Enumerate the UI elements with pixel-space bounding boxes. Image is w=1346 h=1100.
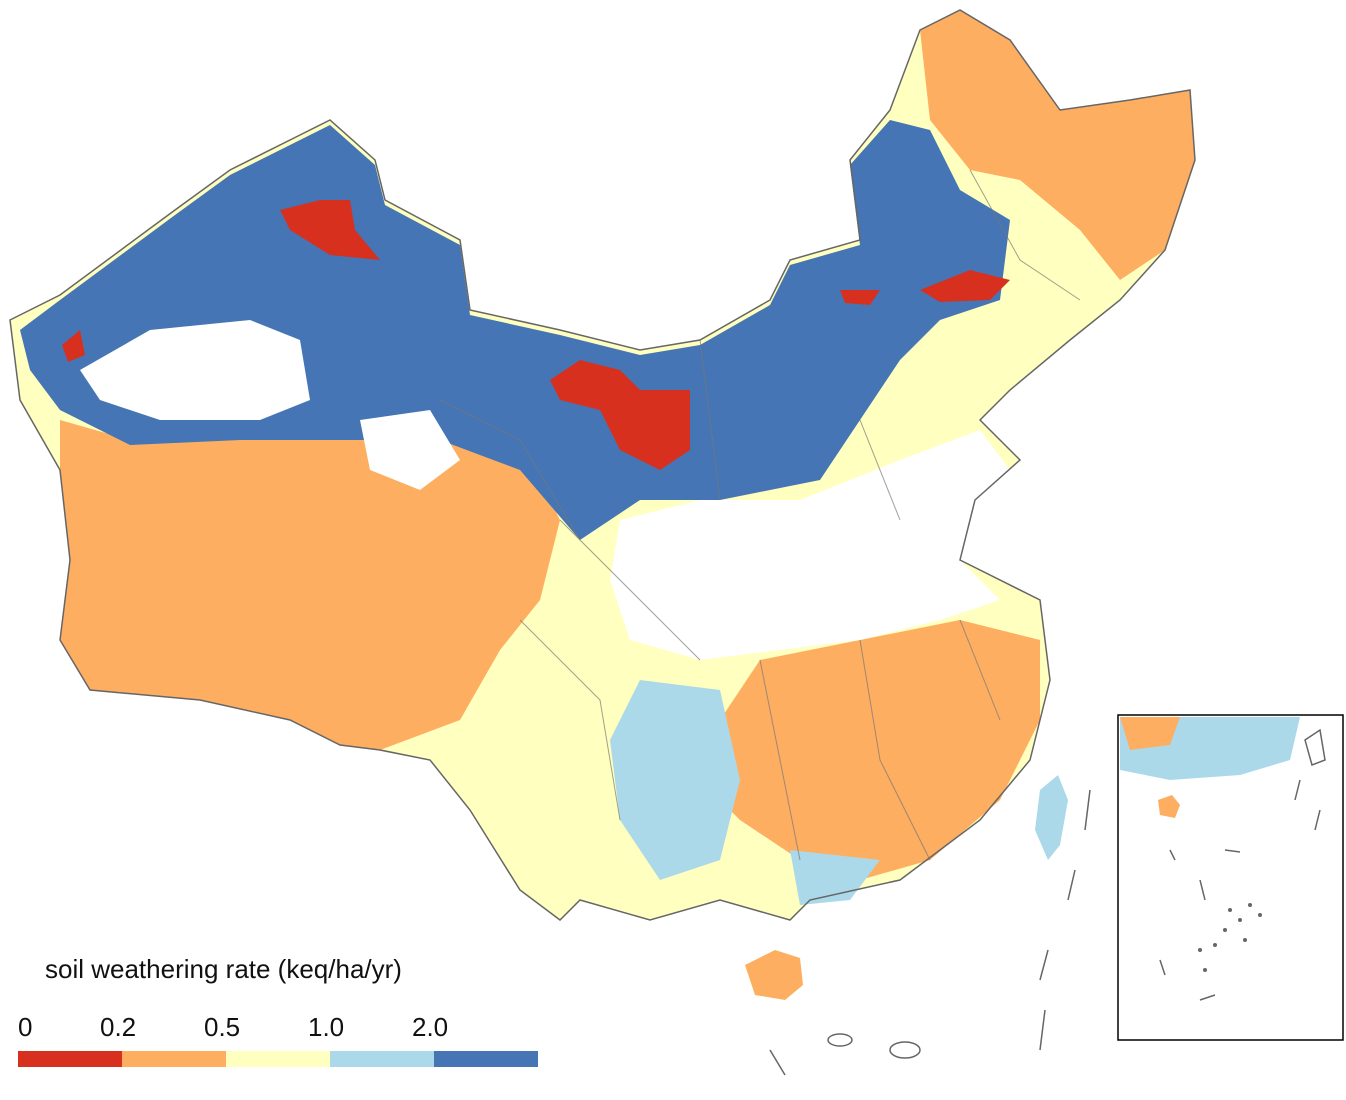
region bbox=[610, 680, 740, 880]
region bbox=[700, 620, 1040, 880]
province-lines bbox=[439, 169, 1081, 861]
legend-swatch bbox=[330, 1051, 434, 1067]
region bbox=[790, 850, 880, 905]
region bbox=[280, 200, 380, 260]
region bbox=[550, 360, 690, 470]
legend-tick-label: 2.0 bbox=[412, 1012, 448, 1042]
legend-title: soil weathering rate (keq/ha/yr) bbox=[45, 954, 402, 984]
region bbox=[60, 400, 560, 750]
region bbox=[20, 120, 1010, 540]
taiwan bbox=[1035, 775, 1068, 860]
land bbox=[9, 9, 1196, 1076]
border bbox=[9, 9, 1196, 921]
legend-swatch bbox=[434, 1051, 538, 1067]
legend-tick-label: 1.0 bbox=[308, 1012, 344, 1042]
basin bbox=[80, 320, 310, 420]
region bbox=[920, 10, 1195, 280]
hainan bbox=[745, 950, 803, 1000]
inset bbox=[1117, 714, 1344, 1041]
legend-swatch bbox=[226, 1051, 330, 1067]
legend-swatch bbox=[122, 1051, 226, 1067]
region bbox=[920, 270, 1010, 302]
legend-tick-label: 0.5 bbox=[204, 1012, 240, 1042]
legend-tick-label: 0 bbox=[18, 1012, 32, 1042]
unclassified-area bbox=[610, 430, 1010, 660]
legend-swatch bbox=[18, 1051, 122, 1067]
basin bbox=[360, 410, 460, 490]
region bbox=[62, 330, 85, 362]
inset-region bbox=[1120, 717, 1180, 750]
region bbox=[840, 290, 880, 305]
legend: soil weathering rate (keq/ha/yr) 0 0.2 0.5… bbox=[18, 954, 538, 1067]
islands-outline bbox=[769, 789, 1091, 1076]
inset-hainan bbox=[1158, 795, 1180, 818]
legend-tick-label: 0.2 bbox=[100, 1012, 136, 1042]
inset-islands bbox=[1198, 903, 1262, 972]
